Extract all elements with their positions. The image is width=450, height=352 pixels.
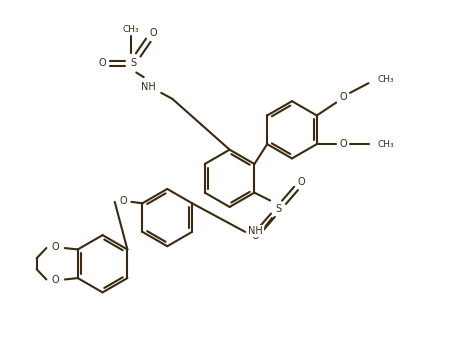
Text: S: S bbox=[130, 58, 137, 68]
Text: O: O bbox=[339, 139, 347, 149]
Text: O: O bbox=[149, 28, 157, 38]
Text: CH₃: CH₃ bbox=[122, 25, 139, 34]
Text: O: O bbox=[339, 93, 347, 102]
Text: O: O bbox=[252, 231, 259, 240]
Text: S: S bbox=[275, 204, 282, 214]
Text: O: O bbox=[52, 242, 59, 252]
Text: O: O bbox=[52, 275, 59, 285]
Text: O: O bbox=[98, 58, 106, 68]
Text: NH: NH bbox=[141, 82, 156, 92]
Text: O: O bbox=[298, 177, 306, 187]
Text: O: O bbox=[119, 196, 127, 206]
Text: NH: NH bbox=[248, 226, 263, 236]
Text: CH₃: CH₃ bbox=[378, 75, 394, 84]
Text: CH₃: CH₃ bbox=[378, 140, 394, 149]
